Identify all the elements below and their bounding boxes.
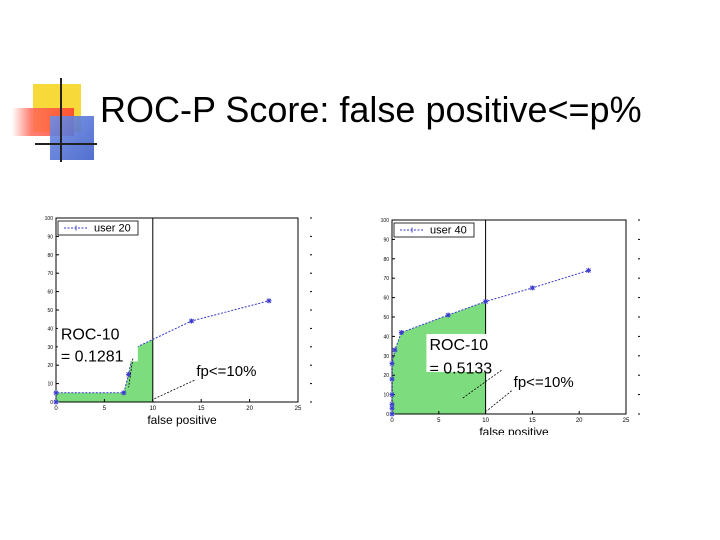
y-tick-label: 10	[47, 382, 53, 388]
y-tick-label: 60	[47, 290, 53, 296]
x-tick-label: 20	[246, 406, 253, 412]
y-tick-label: 0	[386, 412, 389, 418]
y-tick-label: 30	[47, 345, 53, 351]
data-point	[529, 285, 535, 291]
point-d2	[389, 376, 395, 382]
roc-arrow	[128, 358, 134, 388]
y-tick-label: 20	[383, 373, 389, 379]
roc-annotation-value: = 0.5133	[429, 360, 492, 377]
legend-box	[393, 222, 475, 238]
data-point	[126, 371, 132, 377]
decorative-blue-square	[50, 116, 94, 160]
point-d2	[399, 330, 404, 335]
x-tick-label: 5	[103, 406, 107, 412]
data-point	[389, 411, 395, 417]
y-tick-label: 50	[383, 315, 389, 321]
data-point	[389, 405, 395, 411]
y-tick-label: 60	[383, 296, 389, 302]
point-d2	[389, 392, 395, 397]
y-tick-label: 40	[383, 334, 389, 340]
y-tick-label: 100	[381, 218, 390, 224]
data-point	[189, 318, 195, 324]
point-d2	[121, 390, 127, 396]
y-tick-label: 70	[47, 271, 53, 277]
roc-annotation-title: ROC-10	[429, 337, 488, 354]
y-tick-label: 50	[47, 308, 53, 314]
y-tick-label: 40	[47, 326, 53, 332]
data-point	[53, 399, 59, 405]
legend-label: user 40	[430, 225, 467, 237]
data-point	[398, 330, 404, 336]
decorative-horizontal-line	[35, 143, 97, 145]
data-point	[389, 401, 395, 407]
y-tick-label: 100	[45, 216, 54, 222]
point-d2	[530, 285, 535, 291]
point-d2	[445, 312, 451, 318]
chart-right: 0 5 10 15 20 25 0 10 20 30 40 50 60 70 80 90 100 user 40 f…	[381, 218, 640, 435]
series-line	[391, 269, 589, 414]
point-d2	[586, 268, 591, 273]
point-d2	[483, 299, 488, 304]
data-point	[121, 390, 127, 396]
point-d2	[126, 372, 131, 377]
roc-annotation-title: ROC-10	[61, 326, 120, 343]
x-tick-label: 20	[576, 418, 583, 424]
point-d2	[53, 399, 59, 405]
x-tick-label: 10	[482, 418, 489, 424]
annotation-bg	[426, 333, 507, 372]
x-tick-label: 15	[198, 406, 205, 412]
fp-arrow	[486, 390, 512, 412]
legend-box	[57, 220, 139, 236]
point-d2	[389, 411, 395, 417]
y-tick-label: 20	[47, 363, 53, 369]
x-axis-label: false positive	[479, 425, 549, 435]
plot-frame	[55, 217, 299, 403]
y-tick-label: 0	[50, 400, 53, 406]
y-tick-label: 90	[47, 234, 53, 240]
data-point	[389, 361, 395, 367]
data-point	[53, 390, 59, 396]
x-tick-label: 25	[623, 418, 630, 424]
data-point	[266, 298, 272, 304]
y-tick-label: 10	[383, 393, 389, 399]
point-d2	[389, 361, 395, 366]
slide-title: ROC-P Score: false positive<=p%	[100, 89, 642, 130]
x-tick-label: 10	[149, 406, 156, 412]
data-point	[483, 298, 489, 304]
x-tick-label: 0	[390, 418, 394, 424]
x-axis-label: false positive	[147, 413, 217, 427]
data-point	[389, 392, 395, 398]
y-tick-label: 80	[383, 257, 389, 263]
point-d2	[389, 401, 395, 407]
roc-annotation-value: = 0.1281	[61, 349, 124, 366]
legend-label: user 20	[94, 223, 131, 235]
point-d2	[266, 298, 272, 304]
data-point	[586, 267, 592, 273]
point-d2	[53, 390, 59, 396]
y-tick-label: 70	[383, 276, 389, 282]
fp-arrow	[153, 379, 195, 400]
fp-annotation: fp<=10%	[514, 374, 574, 391]
x-tick-label: 25	[295, 406, 302, 412]
x-tick-label: 5	[437, 418, 441, 424]
y-tick-label: 30	[383, 354, 389, 360]
decorative-vertical-line	[60, 78, 62, 162]
y-tick-label: 80	[47, 253, 53, 259]
data-point	[445, 312, 451, 318]
point-d2	[392, 347, 398, 353]
y-tick-label: 90	[383, 237, 389, 243]
point-d2	[389, 405, 395, 411]
annotation-bg	[57, 323, 138, 362]
data-point	[389, 376, 395, 382]
x-tick-label: 0	[54, 406, 58, 412]
chart-left: 0 5 10 15 20 25 0 10 20 30 40 50 60 70 80 90 100 user 20 f…	[45, 216, 312, 427]
point-d2	[189, 318, 194, 324]
fp-annotation: fp<=10%	[196, 363, 256, 380]
roc-arrow	[461, 369, 502, 399]
x-tick-label: 15	[529, 418, 536, 424]
data-point	[392, 347, 398, 353]
